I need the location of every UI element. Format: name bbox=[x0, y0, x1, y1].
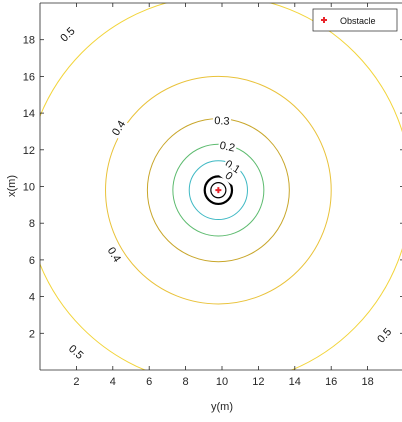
contour-label-bg bbox=[104, 243, 125, 266]
x-tick-label: 10 bbox=[216, 376, 228, 388]
y-axis-label: x(m) bbox=[6, 175, 18, 197]
x-tick-label: 8 bbox=[183, 376, 189, 388]
legend-marker-icon bbox=[321, 17, 327, 23]
contour-label-bg bbox=[222, 156, 244, 177]
contour-label: 0.4 bbox=[110, 119, 128, 138]
y-tick-label: 14 bbox=[23, 108, 35, 120]
y-tick-label: 12 bbox=[23, 145, 35, 157]
contour-label-bg bbox=[212, 113, 232, 127]
contour-label-bg bbox=[56, 23, 78, 45]
x-tick-label: 14 bbox=[289, 376, 301, 388]
x-tick-label: 18 bbox=[361, 376, 373, 388]
contour-layer: 0.50.50.50.40.40.30.20.10 bbox=[40, 3, 402, 370]
contour-label-bg bbox=[108, 116, 129, 139]
x-tick-label: 6 bbox=[146, 376, 152, 388]
contour-label-bg bbox=[65, 341, 88, 363]
y-tick-label: 6 bbox=[29, 255, 35, 267]
contour-line-inner bbox=[210, 182, 227, 199]
x-tick-label: 12 bbox=[252, 376, 264, 388]
x-tick-label: 4 bbox=[110, 376, 116, 388]
legend-box bbox=[312, 8, 398, 32]
contour-label-bg bbox=[373, 324, 395, 346]
y-tick-label: 16 bbox=[23, 71, 35, 83]
marker-layer bbox=[215, 187, 222, 194]
legend: Obstacle bbox=[312, 8, 398, 32]
contour-label-bg bbox=[217, 138, 238, 154]
contour-line-0-1 bbox=[188, 160, 248, 221]
obstacle-marker-icon bbox=[215, 187, 222, 194]
legend-label: Obstacle bbox=[340, 16, 376, 26]
x-tick-label: 16 bbox=[325, 376, 337, 388]
x-axis-label: y(m) bbox=[211, 401, 233, 413]
x-tick-label: 2 bbox=[73, 376, 79, 388]
y-tick-label: 8 bbox=[29, 218, 35, 230]
contour-line-0-2 bbox=[172, 143, 265, 237]
y-tick-label: 10 bbox=[23, 182, 35, 194]
y-tick-label: 2 bbox=[29, 328, 35, 340]
contour-label: 0.5 bbox=[375, 326, 394, 345]
tick-layer: 2 4 6 8 10 12 14 16 18 2 4 6 8 10 12 14 16 18 bbox=[23, 3, 402, 388]
y-tick-label: 4 bbox=[29, 292, 35, 304]
y-tick-label: 18 bbox=[23, 35, 35, 47]
axes-layer bbox=[39, 2, 402, 371]
contour-label: 0.3 bbox=[214, 115, 230, 128]
contour-label: 0.2 bbox=[219, 140, 236, 155]
contour-label: 0.5 bbox=[66, 343, 85, 362]
contour-line-0-5 bbox=[40, 3, 402, 370]
contour-line-0 bbox=[203, 175, 234, 206]
contour-label: 0.5 bbox=[58, 25, 77, 44]
contour-label: 0.4 bbox=[105, 245, 123, 264]
contour-label-bg bbox=[218, 165, 241, 186]
contour-line-0-4 bbox=[105, 75, 332, 305]
